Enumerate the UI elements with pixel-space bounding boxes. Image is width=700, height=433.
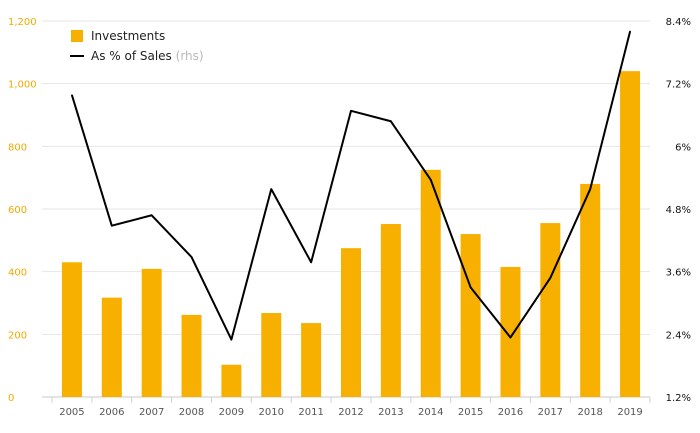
line-point-2008 <box>190 256 193 258</box>
line-point-2006 <box>111 224 113 227</box>
bar-2007 <box>141 268 162 397</box>
bar-2015 <box>460 234 481 397</box>
line-point-2019 <box>629 30 631 33</box>
legend-label-investments: Investments <box>91 29 165 43</box>
line-point-2012 <box>350 110 352 112</box>
right-tick-label: 7.2% <box>666 80 691 91</box>
bar-2005 <box>61 262 82 397</box>
left-tick-label: 800 <box>8 142 27 153</box>
x-tick-label: 2015 <box>458 407 483 418</box>
x-tick-label: 2018 <box>577 407 602 418</box>
x-tick-label: 2012 <box>338 407 363 418</box>
x-tick-label: 2008 <box>179 407 204 418</box>
bar-2006 <box>101 297 122 397</box>
x-axis-ticks: 2005 2006 2007 2008 2009 2010 2011 2012 2013 2014… <box>51 397 651 418</box>
left-tick-label: 0 <box>8 393 14 404</box>
right-tick-label: 6% <box>675 142 691 153</box>
bar-2014 <box>420 169 441 397</box>
bar-2017 <box>540 223 561 397</box>
right-tick-label: 1.2% <box>666 393 691 404</box>
bar-2008 <box>181 314 202 397</box>
legend-label-sales-ratio: As % of Sales (rhs) <box>91 49 204 63</box>
x-tick-label: 2017 <box>538 407 563 418</box>
x-tick-label: 2014 <box>418 407 443 418</box>
left-tick-label: 600 <box>8 205 27 216</box>
right-tick-label: 8.4% <box>666 17 691 28</box>
sales-ratio-line <box>70 30 632 341</box>
right-tick-label: 3.6% <box>666 268 691 279</box>
x-tick-label: 2016 <box>498 407 523 418</box>
x-tick-label: 2010 <box>259 407 284 418</box>
legend-label-sales-ratio-name: As % of Sales <box>91 49 172 63</box>
bar-2018 <box>580 183 601 397</box>
legend-swatch-investments <box>71 30 83 42</box>
left-tick-label: 200 <box>8 330 27 341</box>
line-point-2018 <box>589 188 591 190</box>
line-point-2011 <box>310 261 312 264</box>
x-tick-label: 2011 <box>298 407 323 418</box>
left-tick-label: 400 <box>8 268 27 279</box>
line-point-2010 <box>270 188 273 190</box>
line-point-2015 <box>469 286 472 289</box>
line-point-2007 <box>150 214 153 217</box>
line-point-2005 <box>71 94 73 96</box>
bar-2019 <box>620 71 641 397</box>
legend-label-rhs: (rhs) <box>176 49 204 63</box>
line-point-2016 <box>509 336 512 339</box>
bar-2016 <box>500 266 521 397</box>
line-point-2017 <box>549 277 552 279</box>
x-tick-label: 2019 <box>617 407 642 418</box>
investment-bars <box>61 71 641 397</box>
left-axis-ticks: 0 200 400 600 800 1,000 1,200 <box>8 17 37 404</box>
line-point-2013 <box>390 120 392 123</box>
legend: Investments As % of Sales (rhs) <box>70 29 204 63</box>
line-point-2014 <box>429 178 432 181</box>
x-tick-label: 2007 <box>139 407 164 418</box>
left-tick-label: 1,200 <box>8 17 37 28</box>
x-tick-label: 2009 <box>219 407 244 418</box>
x-tick-label: 2006 <box>99 407 124 418</box>
bar-2011 <box>301 323 322 397</box>
line-point-2009 <box>230 338 233 341</box>
bar-2012 <box>341 248 361 397</box>
x-tick-label: 2013 <box>378 407 403 418</box>
x-tick-label: 2005 <box>59 407 84 418</box>
bar-2013 <box>380 224 401 397</box>
bar-2010 <box>261 313 282 397</box>
right-tick-label: 4.8% <box>666 205 691 216</box>
right-axis-ticks: 1.2% 2.4% 3.6% 4.8% 6% 7.2% 8.4% <box>666 17 691 404</box>
left-tick-label: 1,000 <box>8 80 37 91</box>
right-tick-label: 2.4% <box>666 330 691 341</box>
bar-2009 <box>221 364 242 397</box>
